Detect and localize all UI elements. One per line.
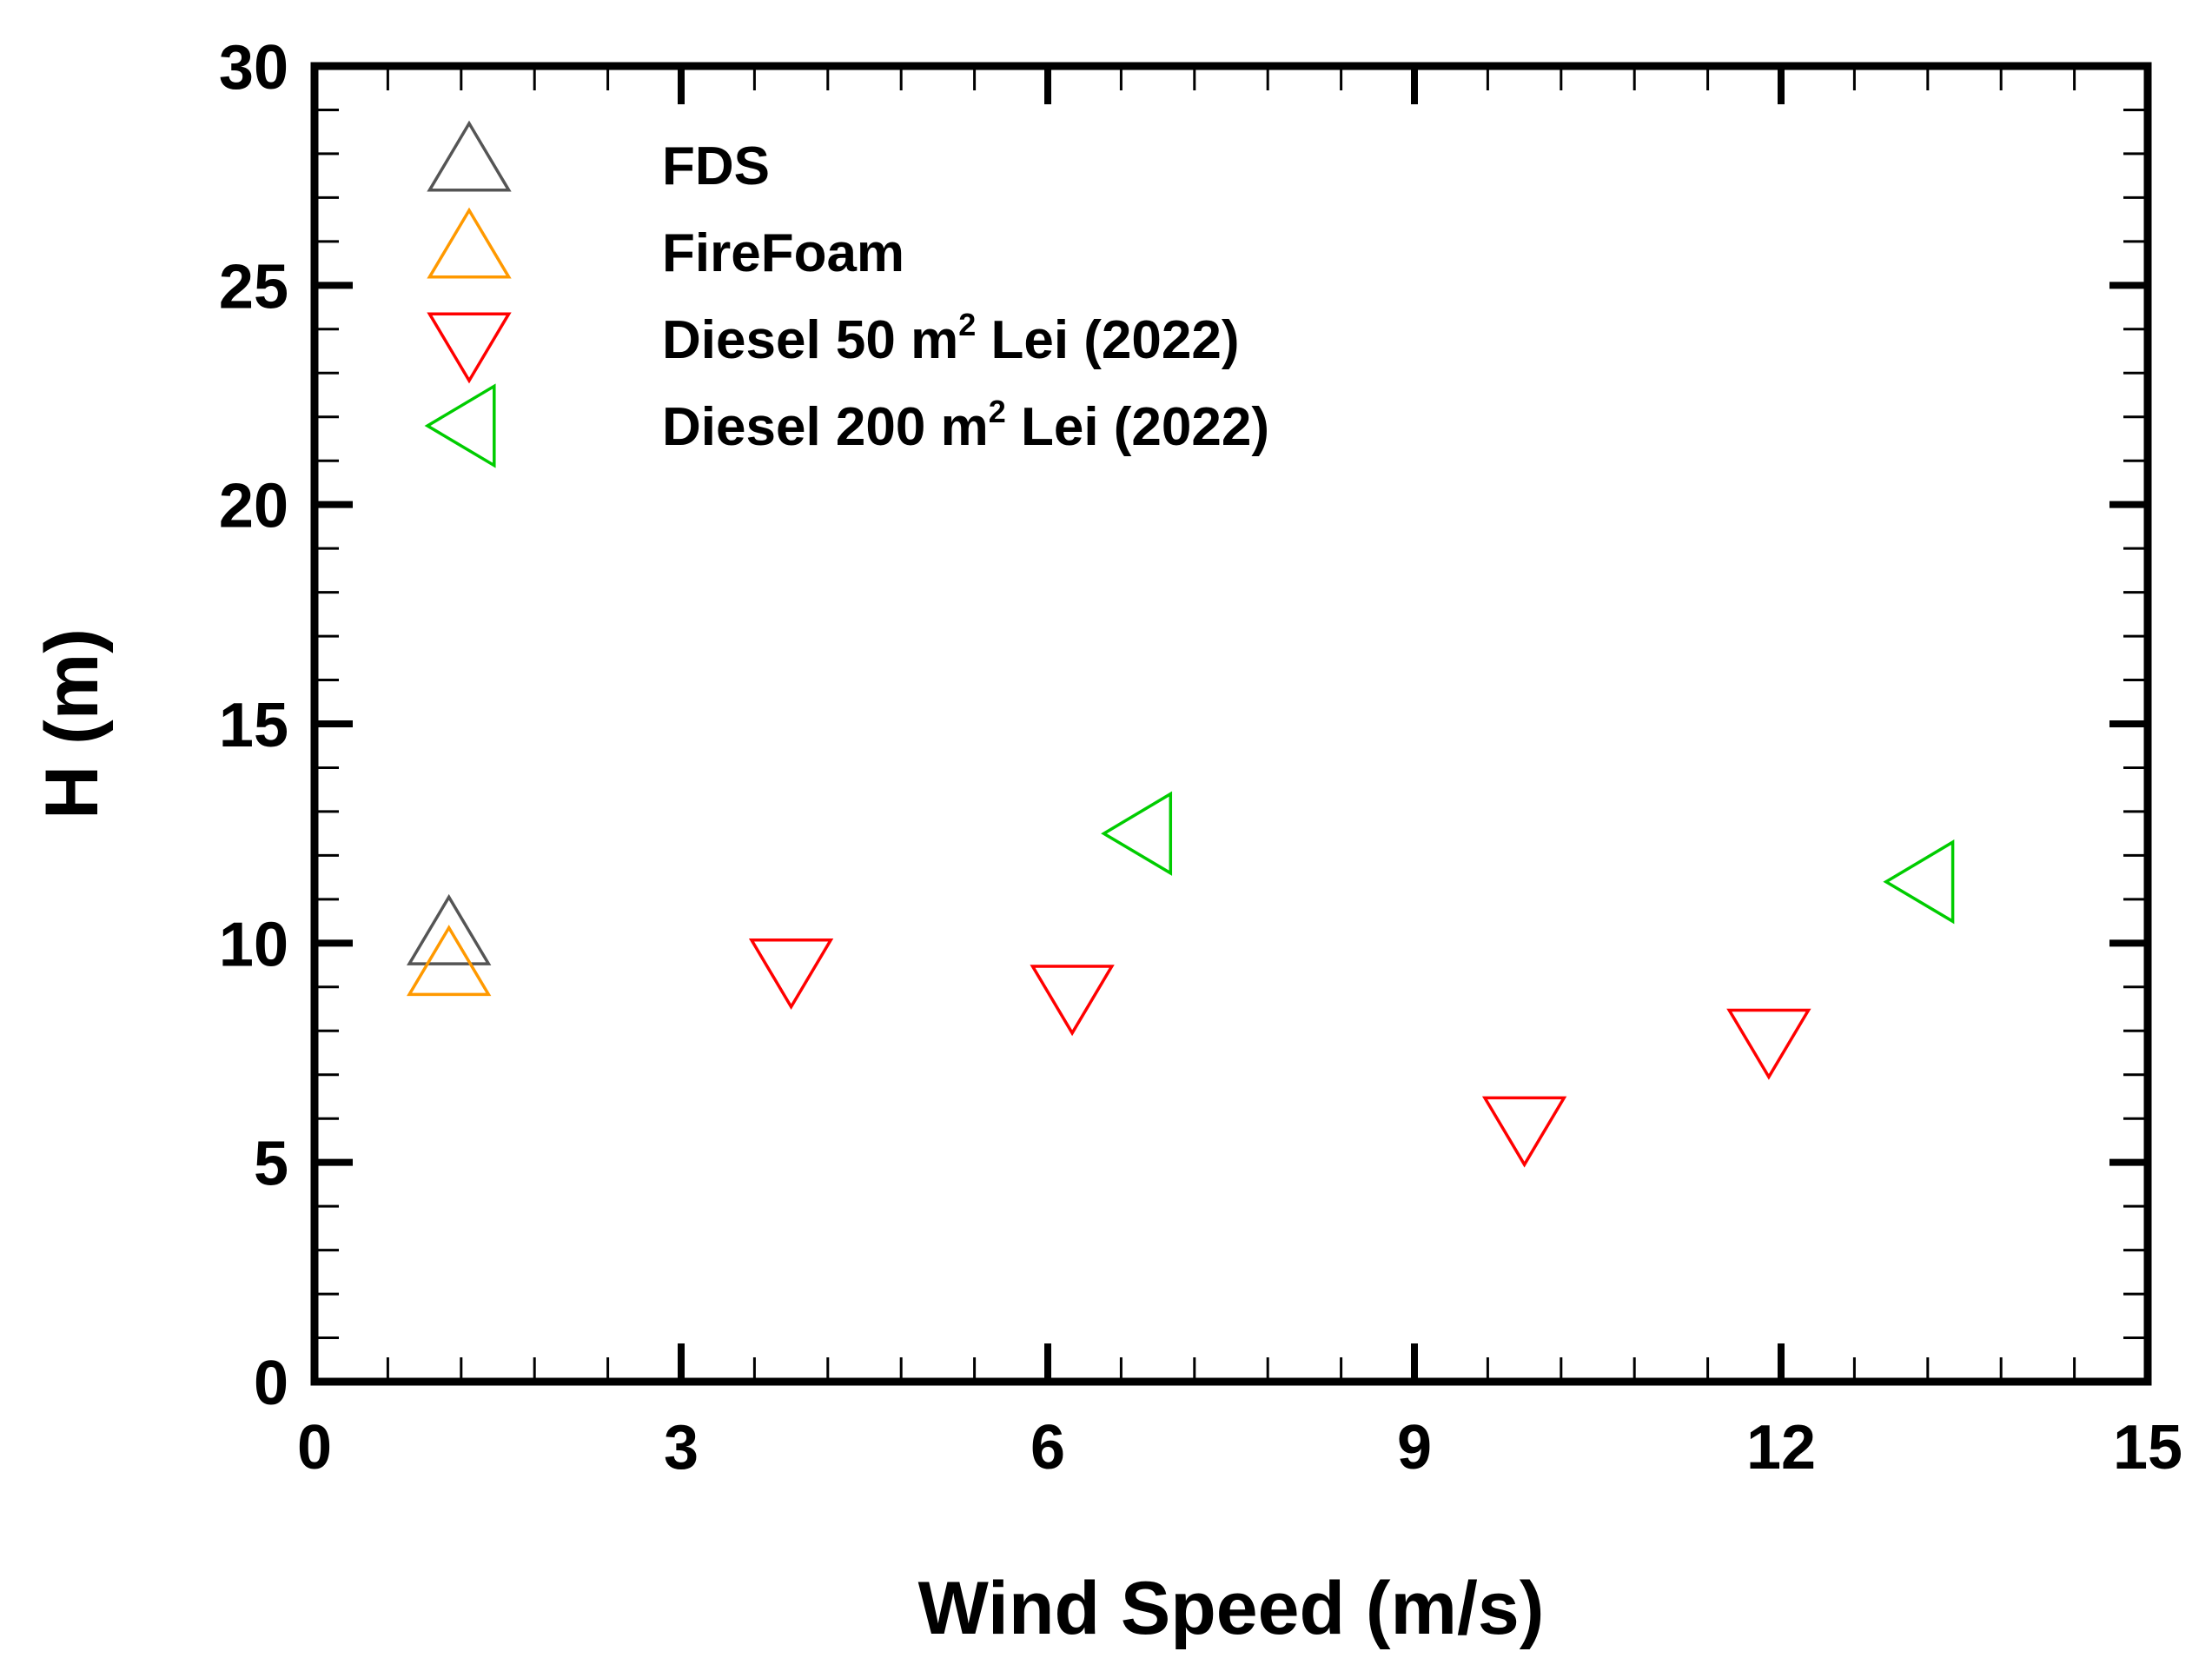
- data-point-series-4: [1101, 791, 1173, 876]
- data-points: [407, 791, 1955, 1168]
- y-tick-label: 30: [219, 33, 288, 103]
- data-point-series-2: [407, 925, 492, 997]
- y-axis-title: H (m): [30, 628, 114, 819]
- x-tick-label: 0: [297, 1413, 332, 1482]
- x-axis-title: Wind Speed (m/s): [918, 1567, 1545, 1650]
- major-ticks: [311, 63, 2151, 1385]
- x-tick-label: 15: [2113, 1413, 2182, 1482]
- legend-marker: [427, 312, 512, 384]
- y-tick-label: 25: [219, 252, 288, 322]
- legend: FDS FireFoam Diesel 50 m2 Lei (2022) Diesel…: [424, 120, 1269, 468]
- data-point-series-1: [407, 893, 492, 965]
- data-point-series-3: [748, 938, 834, 1011]
- legend-marker: [427, 120, 512, 192]
- data-point-series-3: [1481, 1096, 1567, 1168]
- data-point-series-3: [1030, 965, 1115, 1037]
- y-tick-label: 15: [219, 691, 288, 760]
- x-tick-label: 3: [664, 1413, 699, 1482]
- data-point-series-3: [1726, 1008, 1811, 1080]
- minor-ticks: [315, 66, 2148, 1382]
- legend-marker: [427, 207, 512, 279]
- tick-labels: 0 3 6 9 12 15 0 5 10 15 20 25 30: [219, 33, 2182, 1482]
- plot-frame: [310, 62, 2152, 1386]
- legend-marker: [424, 383, 496, 468]
- legend-label: FireFoam: [662, 223, 904, 283]
- legend-label: FDS: [662, 136, 770, 196]
- y-tick-label: 20: [219, 472, 288, 541]
- y-tick-label: 0: [254, 1349, 288, 1418]
- y-tick-label: 5: [254, 1130, 288, 1199]
- data-point-series-4: [1883, 839, 1955, 925]
- y-tick-label: 10: [219, 910, 288, 979]
- x-tick-label: 6: [1030, 1413, 1065, 1482]
- x-tick-label: 9: [1397, 1413, 1432, 1482]
- legend-label: Diesel 200 m2 Lei (2022): [662, 394, 1269, 457]
- legend-label: Diesel 50 m2 Lei (2022): [662, 307, 1240, 370]
- x-tick-label: 12: [1746, 1413, 1816, 1482]
